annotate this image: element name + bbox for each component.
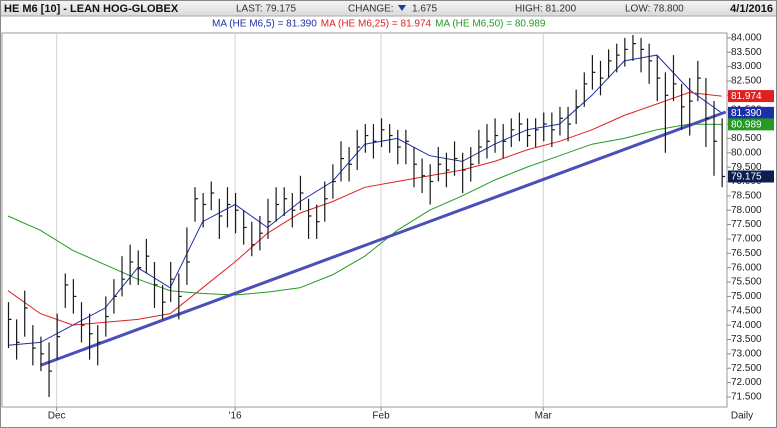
- legend-entry: MA (HE M6,25) = 81.974: [321, 19, 432, 30]
- y-tick-label: 78.500: [731, 191, 762, 202]
- value-badge: [728, 170, 774, 183]
- last: LAST: 79.175: [236, 4, 296, 15]
- down-arrow: [398, 5, 406, 11]
- y-tick-label: 77.500: [731, 219, 762, 230]
- plot-area: [1, 32, 728, 408]
- y-tick-label: 74.000: [731, 320, 762, 331]
- trendline: [39, 110, 727, 367]
- y-tick-label: 72.500: [731, 363, 762, 374]
- x-tick-label: '16: [229, 411, 242, 422]
- date: 4/1/2016: [730, 3, 773, 15]
- value-badge-label: 79.175: [731, 172, 762, 183]
- symbol: HE M6 [10] - LEAN HOG-GLOBEX: [4, 3, 179, 15]
- value-badge-label: 81.390: [731, 108, 762, 119]
- change-label: CHANGE:: [348, 4, 394, 15]
- low: LOW: 78.800: [625, 4, 684, 15]
- x-tick-label: Dec: [48, 411, 66, 422]
- y-tick-label: 74.500: [731, 305, 762, 316]
- y-tick-label: 78.000: [731, 205, 762, 216]
- x-tick-label: Feb: [372, 411, 390, 422]
- value-badge: [728, 106, 774, 119]
- change: 1.675: [412, 4, 437, 15]
- y-tick-label: 76.500: [731, 248, 762, 259]
- moving-average-line: [7, 91, 722, 326]
- legend-entry: MA (HE M6,50) = 80.989: [435, 19, 546, 30]
- y-tick-label: 71.500: [731, 392, 762, 403]
- x-unit: Daily: [731, 411, 753, 422]
- x-tick-label: Mar: [535, 411, 553, 422]
- value-badge: [728, 118, 774, 131]
- y-tick-label: 84.000: [731, 33, 762, 44]
- y-tick-label: 73.500: [731, 334, 762, 345]
- y-tick-label: 80.000: [731, 147, 762, 158]
- legend-entry: MA (HE M6,5) = 81.390: [212, 19, 317, 30]
- y-tick-label: 77.000: [731, 234, 762, 245]
- y-tick-label: 76.000: [731, 262, 762, 273]
- y-tick-label: 72.000: [731, 377, 762, 388]
- y-tick-label: 75.000: [731, 291, 762, 302]
- value-badge-label: 80.989: [731, 120, 762, 131]
- y-tick-label: 75.500: [731, 277, 762, 288]
- y-tick-label: 73.000: [731, 348, 762, 359]
- y-tick-label: 82.500: [731, 76, 762, 87]
- y-tick-label: 83.000: [731, 61, 762, 72]
- y-tick-label: 80.500: [731, 133, 762, 144]
- high: HIGH: 81.200: [515, 4, 577, 15]
- plot-layer: [7, 35, 727, 397]
- header-bar: [1, 1, 776, 16]
- moving-average-line: [7, 123, 722, 296]
- y-tick-label: 83.500: [731, 47, 762, 58]
- value-badge-label: 81.974: [731, 91, 762, 102]
- value-badge: [728, 90, 774, 103]
- y-tick-label: 79.500: [731, 162, 762, 173]
